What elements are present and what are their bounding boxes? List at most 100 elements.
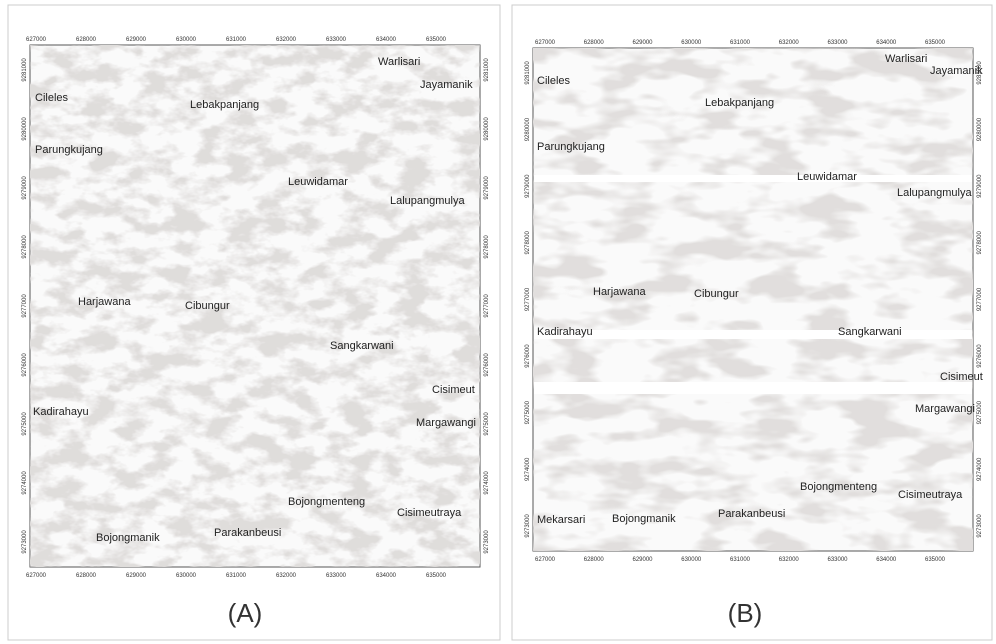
place-name: Margawangi (915, 403, 975, 415)
x-tick-label: 628000 (76, 573, 97, 579)
place-name: Parungkujang (35, 144, 103, 156)
y-tick-label: 9277000 (22, 294, 28, 318)
y-tick-label: 9278000 (525, 231, 531, 255)
place-name: Lalupangmulya (897, 187, 972, 199)
place-name: Kadirahayu (33, 406, 89, 418)
place-name: Sangkarwani (330, 340, 394, 352)
y-tick-label: 9278000 (484, 235, 490, 259)
x-tick-label: 632000 (276, 37, 297, 43)
x-tick-label: 634000 (876, 557, 897, 563)
x-tick-label: 629000 (126, 37, 147, 43)
place-name: Leuwidamar (288, 176, 348, 188)
y-tick-label: 9274000 (22, 471, 28, 495)
place-name: Cileles (35, 92, 69, 104)
x-tick-label: 633000 (827, 40, 848, 46)
y-tick-label: 9279000 (525, 174, 531, 198)
place-name: Warlisari (885, 53, 927, 65)
x-tick-label: 633000 (326, 573, 347, 579)
x-tick-label: 627000 (535, 40, 556, 46)
data-gap (534, 175, 972, 182)
y-tick-label: 9277000 (525, 287, 531, 311)
x-tick-label: 629000 (126, 573, 147, 579)
place-name: Parakanbeusi (214, 527, 281, 539)
y-tick-label: 9277000 (484, 294, 490, 318)
y-tick-label: 9280000 (22, 117, 28, 141)
y-tick-label: 9275000 (22, 412, 28, 436)
panel-label: (B) (728, 598, 763, 628)
place-name: Jayamanik (420, 79, 473, 91)
y-tick-label: 9279000 (484, 176, 490, 200)
hillshade (533, 48, 973, 551)
y-tick-label: 9273000 (525, 514, 531, 538)
y-tick-label: 9275000 (977, 400, 983, 424)
x-tick-label: 633000 (827, 557, 848, 563)
x-tick-label: 627000 (26, 37, 47, 43)
place-name: Margawangi (416, 417, 476, 429)
place-name: Sangkarwani (838, 326, 902, 338)
x-tick-label: 629000 (632, 557, 653, 563)
x-tick-label: 628000 (584, 40, 605, 46)
y-tick-label: 9276000 (977, 344, 983, 368)
y-tick-label: 9276000 (525, 344, 531, 368)
x-tick-label: 635000 (925, 557, 946, 563)
x-tick-label: 631000 (730, 40, 751, 46)
place-name: Lebakpanjang (705, 97, 774, 109)
x-tick-label: 635000 (925, 40, 946, 46)
place-name: Mekarsari (537, 514, 585, 526)
data-gap (534, 330, 972, 339)
place-name: Cisimeutraya (397, 507, 462, 519)
x-tick-label: 633000 (326, 37, 347, 43)
y-tick-label: 9273000 (484, 530, 490, 554)
x-tick-label: 630000 (681, 557, 702, 563)
y-tick-label: 9274000 (484, 471, 490, 495)
place-name: Bojongmenteng (288, 496, 365, 508)
x-tick-label: 634000 (376, 573, 397, 579)
place-name: Parungkujang (537, 141, 605, 153)
y-tick-label: 9273000 (22, 530, 28, 554)
place-name: Bojongmanik (96, 532, 160, 544)
y-tick-label: 9280000 (977, 117, 983, 141)
place-name: Bojongmanik (612, 513, 676, 525)
place-name: Warlisari (378, 56, 420, 68)
y-tick-label: 9273000 (977, 514, 983, 538)
y-tick-label: 9281000 (484, 58, 490, 82)
y-tick-label: 9279000 (977, 174, 983, 198)
y-tick-label: 9277000 (977, 287, 983, 311)
place-name: Cisimeut (940, 371, 983, 383)
x-tick-label: 631000 (226, 573, 247, 579)
x-tick-label: 629000 (632, 40, 653, 46)
y-tick-label: 9280000 (484, 117, 490, 141)
data-gap (534, 382, 972, 394)
y-tick-label: 9276000 (484, 353, 490, 377)
x-tick-label: 627000 (535, 557, 556, 563)
x-tick-label: 632000 (276, 573, 297, 579)
place-name: Cibungur (694, 288, 739, 300)
x-tick-label: 628000 (584, 557, 605, 563)
place-name: Bojongmenteng (800, 481, 877, 493)
y-tick-label: 9281000 (525, 61, 531, 85)
place-name: Cibungur (185, 300, 230, 312)
x-tick-label: 631000 (226, 37, 247, 43)
y-tick-label: 9281000 (22, 58, 28, 82)
y-tick-label: 9274000 (977, 457, 983, 481)
x-tick-label: 635000 (426, 573, 447, 579)
x-tick-label: 632000 (779, 557, 800, 563)
x-tick-label: 630000 (681, 40, 702, 46)
place-name: Cisimeut (432, 384, 475, 396)
place-name: Kadirahayu (537, 326, 593, 338)
x-tick-label: 634000 (876, 40, 897, 46)
place-name: Harjawana (78, 296, 131, 308)
place-name: Jayamanik (930, 65, 983, 77)
place-name: Lalupangmulya (390, 195, 465, 207)
map-figure: (A)6270006270006280006280006290006290006… (0, 0, 996, 644)
x-tick-label: 635000 (426, 37, 447, 43)
x-tick-label: 627000 (26, 573, 47, 579)
y-tick-label: 9279000 (22, 176, 28, 200)
place-name: Cisimeutraya (898, 489, 963, 501)
place-name: Leuwidamar (797, 171, 857, 183)
y-tick-label: 9275000 (525, 400, 531, 424)
x-tick-label: 628000 (76, 37, 97, 43)
y-tick-label: 9274000 (525, 457, 531, 481)
y-tick-label: 9278000 (977, 231, 983, 255)
x-tick-label: 634000 (376, 37, 397, 43)
